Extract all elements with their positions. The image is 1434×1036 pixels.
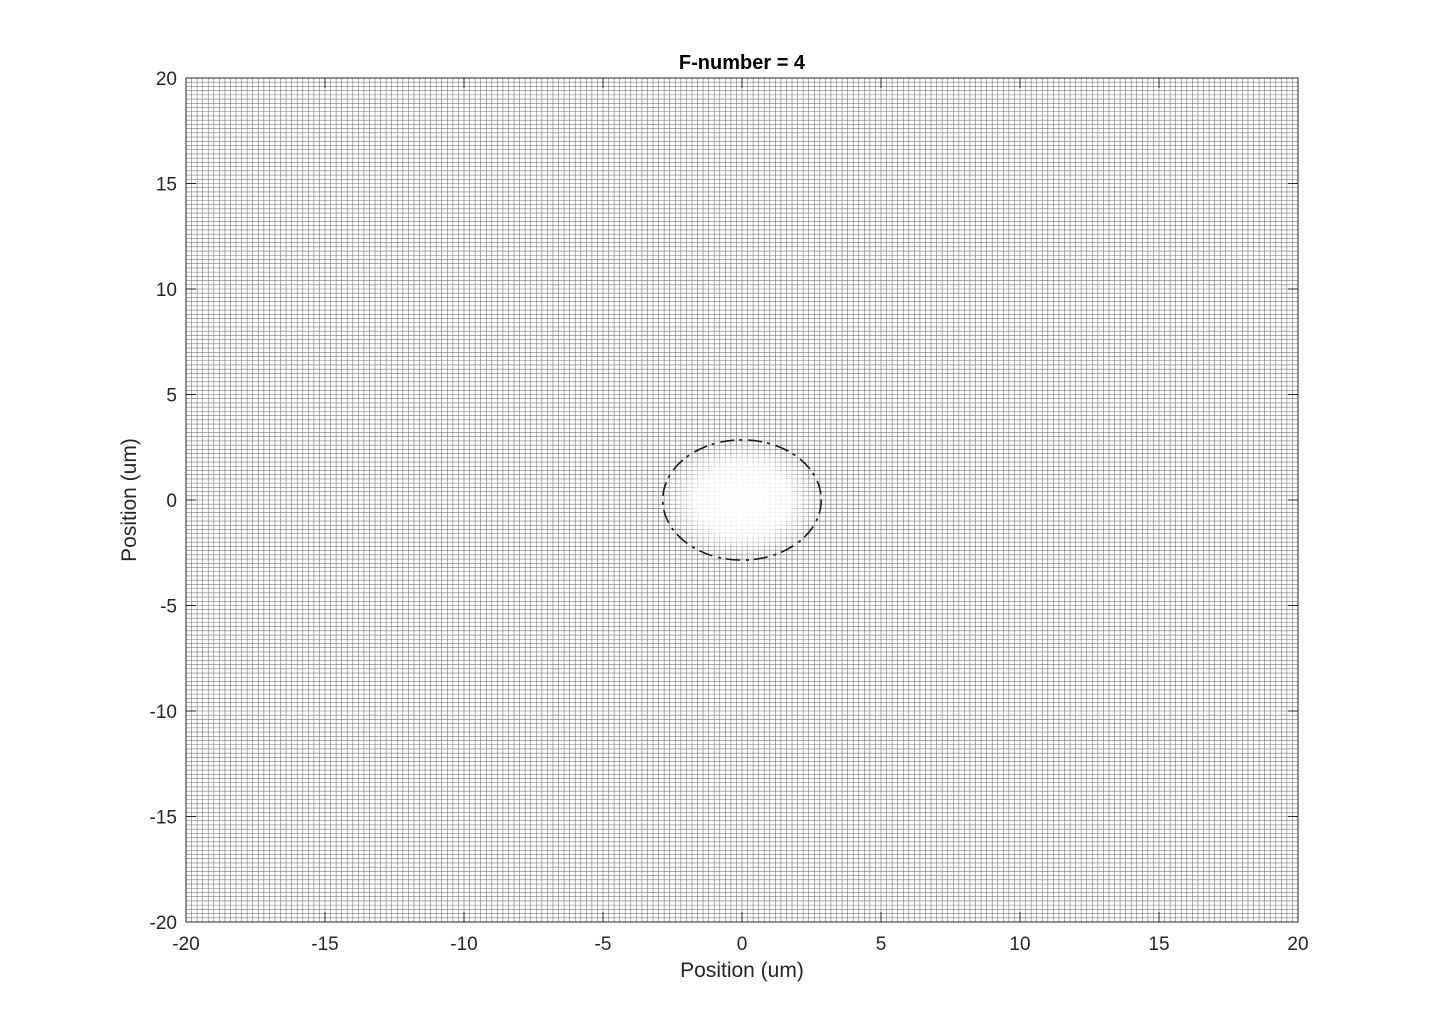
y-tick-label: 20: [156, 69, 177, 90]
x-tick-label: 0: [737, 934, 748, 955]
x-axis-label: Position (um): [680, 959, 804, 982]
y-tick-label: -20: [150, 913, 177, 934]
y-tick-label: 15: [156, 175, 177, 196]
x-tick-label: 5: [876, 934, 887, 955]
y-tick-label: -5: [160, 597, 177, 618]
x-tick-label: -5: [595, 934, 612, 955]
y-tick-label: -10: [150, 702, 177, 723]
y-axis-ticks: -20 -15 -10 -5 0 5 10 15 20: [150, 69, 1298, 934]
x-tick-label: -15: [311, 934, 338, 955]
airy-core: [665, 441, 819, 559]
x-tick-label: 10: [1009, 934, 1030, 955]
chart-title: F-number = 4: [679, 52, 806, 74]
airy-spot: [661, 439, 823, 561]
x-tick-label: -10: [450, 934, 477, 955]
x-tick-label: -20: [172, 934, 199, 955]
airy-ring: [661, 439, 823, 561]
x-tick-label: 15: [1148, 934, 1169, 955]
y-tick-label: 0: [166, 491, 177, 512]
x-axis-ticks: -20 -15 -10 -5 0 5 10 15 20: [172, 78, 1309, 955]
y-axis-label: Position (um): [118, 438, 141, 562]
y-tick-label: -15: [150, 808, 177, 829]
y-tick-label: 5: [166, 386, 177, 407]
y-tick-label: 10: [156, 280, 177, 301]
x-tick-label: 20: [1287, 934, 1308, 955]
